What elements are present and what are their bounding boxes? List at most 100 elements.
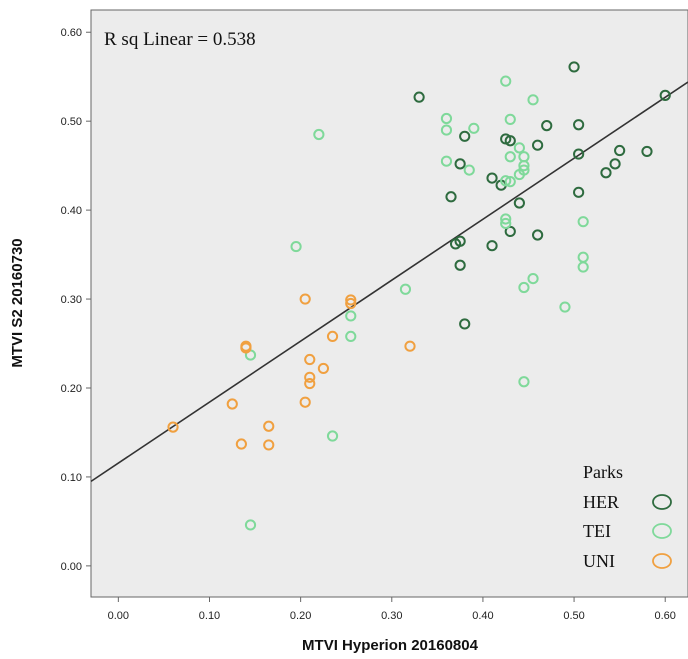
data-point-uni	[317, 362, 330, 375]
data-point-her	[486, 172, 498, 184]
legend: Parks HER TEI UNI	[583, 462, 672, 571]
x-tick-label: 0.60	[655, 610, 676, 622]
x-axis-title: MTVI Hyperion 20160804	[302, 637, 479, 654]
data-point-her	[513, 197, 525, 209]
y-axis-title: MTVI S2 20160730	[9, 238, 26, 367]
y-tick-label: 0.00	[61, 561, 82, 573]
data-point-uni	[326, 330, 339, 343]
y-tick-label: 0.60	[61, 27, 82, 39]
data-point-uni	[167, 421, 179, 433]
data-point-tei	[345, 330, 357, 343]
data-point-her	[532, 229, 544, 241]
axes-layer: 0.00 0.10 0.20 0.30 0.40 0.50 0.60 0.00 0.10 0.20…	[61, 27, 676, 622]
data-point-tei	[313, 128, 325, 141]
data-point-her	[541, 120, 553, 132]
data-point-her	[454, 259, 466, 271]
data-point-tei	[527, 94, 539, 106]
y-tick-label: 0.20	[61, 383, 82, 395]
data-point-tei	[518, 160, 530, 172]
legend-marker-her	[652, 494, 672, 510]
data-point-her	[486, 240, 498, 252]
r-squared-annotation: R sq Linear = 0.538	[104, 29, 256, 50]
data-point-tei	[559, 301, 571, 313]
data-point-tei	[504, 151, 516, 163]
data-point-tei	[504, 176, 516, 188]
data-point-her	[413, 91, 425, 103]
x-tick-label: 0.20	[290, 610, 311, 622]
data-point-tei	[463, 164, 475, 176]
legend-title: Parks	[583, 462, 623, 482]
data-point-her	[454, 158, 466, 170]
data-point-tei	[440, 155, 453, 167]
data-point-uni	[226, 398, 238, 410]
data-point-uni	[299, 293, 311, 305]
fit-line-layer	[90, 81, 688, 483]
data-point-uni	[304, 377, 316, 390]
data-point-uni	[263, 420, 275, 432]
data-point-her	[445, 191, 457, 203]
data-point-uni	[299, 396, 311, 408]
data-point-tei	[440, 112, 453, 125]
y-tick-label: 0.30	[61, 294, 82, 306]
data-point-uni	[240, 342, 252, 354]
legend-label-her: HER	[583, 492, 619, 512]
data-point-tei	[399, 283, 412, 295]
data-point-her	[459, 318, 471, 330]
data-point-her	[614, 144, 626, 157]
x-tick-label: 0.30	[381, 610, 402, 622]
data-point-tei	[468, 122, 480, 134]
data-point-tei	[326, 430, 339, 442]
data-point-her	[573, 119, 585, 131]
points-layer	[167, 61, 671, 531]
x-tick-label: 0.10	[199, 610, 220, 622]
data-point-tei	[290, 240, 302, 253]
data-point-tei	[500, 175, 512, 187]
legend-marker-uni	[652, 553, 672, 569]
x-tick-label: 0.50	[563, 610, 584, 622]
data-point-tei	[504, 113, 516, 125]
data-point-tei	[518, 376, 530, 388]
legend-marker-tei	[652, 523, 672, 539]
data-point-her	[641, 145, 653, 158]
linear-fit-line	[90, 81, 688, 483]
data-point-her	[568, 61, 580, 73]
plot-area	[90, 9, 688, 598]
data-point-tei	[513, 168, 525, 181]
data-point-her	[504, 225, 516, 238]
data-point-her	[573, 186, 585, 198]
data-point-uni	[345, 297, 357, 310]
data-point-uni	[345, 294, 357, 306]
data-point-tei	[527, 272, 539, 285]
data-point-uni	[235, 438, 247, 450]
y-tick-label: 0.40	[61, 205, 82, 217]
data-point-tei	[518, 281, 530, 294]
data-point-uni	[304, 371, 316, 383]
x-tick-label: 0.00	[108, 610, 129, 622]
data-point-tei	[345, 310, 357, 322]
data-point-tei	[513, 142, 525, 154]
data-point-tei	[500, 213, 512, 225]
data-point-tei	[500, 75, 512, 87]
data-point-her	[659, 89, 671, 101]
data-point-her	[504, 135, 516, 147]
data-point-her	[609, 158, 621, 170]
data-point-her	[573, 148, 585, 160]
data-point-uni	[263, 439, 275, 451]
y-tick-label: 0.10	[61, 472, 82, 484]
data-point-tei	[500, 217, 512, 230]
data-point-her	[532, 139, 544, 151]
data-point-uni	[304, 353, 316, 366]
data-point-tei	[440, 124, 453, 136]
data-point-tei	[577, 216, 589, 228]
x-tick-label: 0.40	[472, 610, 493, 622]
data-point-tei	[577, 261, 589, 273]
y-tick-label: 0.50	[61, 116, 82, 128]
data-point-her	[600, 167, 612, 179]
legend-label-uni: UNI	[583, 551, 615, 571]
data-point-her	[449, 238, 462, 250]
data-point-her	[459, 130, 471, 142]
data-point-uni	[404, 340, 416, 352]
legend-label-tei: TEI	[583, 521, 611, 541]
data-point-tei	[244, 519, 257, 531]
